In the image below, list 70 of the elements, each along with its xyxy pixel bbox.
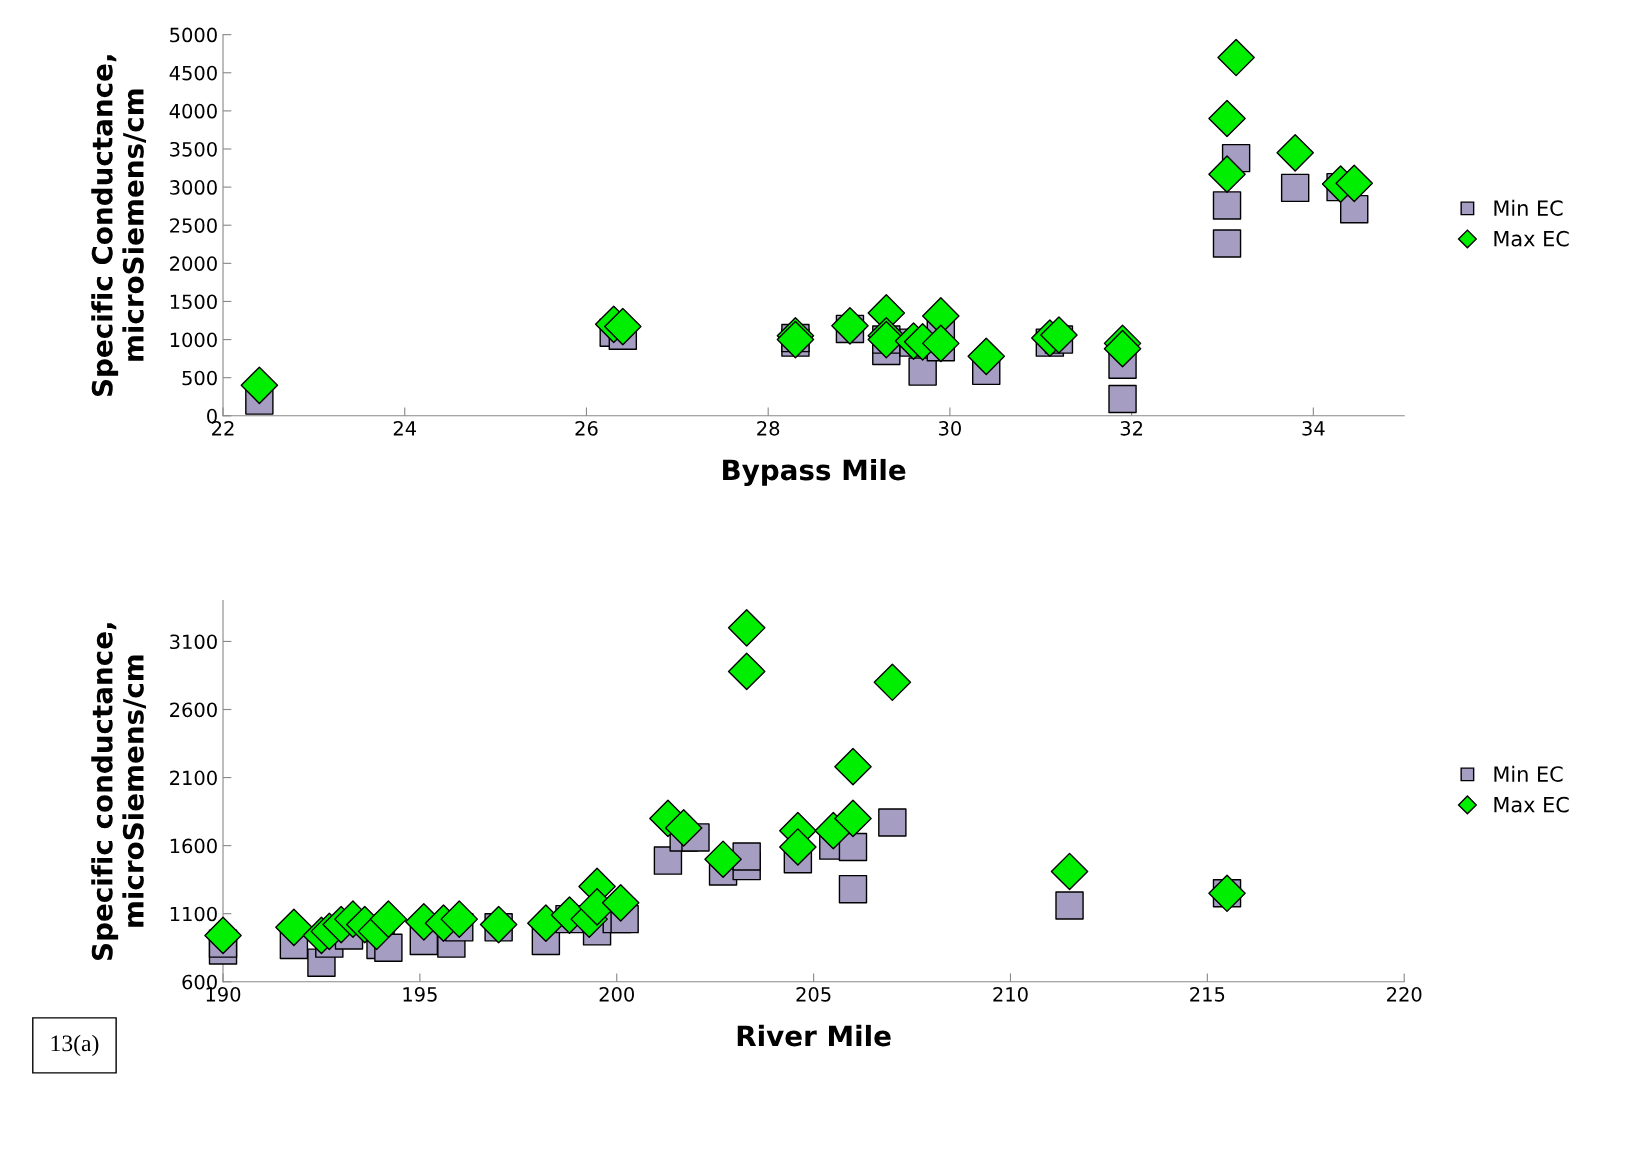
x-tick-label: 30 <box>939 421 961 436</box>
y-tick-label: 2600 <box>170 702 217 718</box>
point <box>727 652 766 691</box>
y-tick-label: 1000 <box>170 332 217 348</box>
x-axis-title: River Mile <box>737 1024 891 1047</box>
point <box>878 808 907 837</box>
y-tick-label: 5000 <box>170 27 217 43</box>
point <box>1217 38 1255 77</box>
point <box>704 840 742 879</box>
point <box>664 809 703 847</box>
y-tick-label: 4500 <box>169 65 217 81</box>
y-tick-label: 1500 <box>170 294 217 310</box>
point <box>604 307 642 346</box>
point <box>873 663 912 702</box>
y-tick-label: 2100 <box>170 770 217 786</box>
point <box>440 900 479 938</box>
point <box>1212 191 1242 220</box>
point <box>1108 384 1137 414</box>
y-tick-label: 4000 <box>169 103 217 119</box>
point <box>1335 164 1374 203</box>
point <box>1212 229 1242 258</box>
x-tick-label: 34 <box>1302 421 1325 436</box>
point <box>922 324 960 363</box>
y-tick-label: 3500 <box>170 141 217 157</box>
point <box>1055 891 1084 920</box>
x-tick-label: 210 <box>993 986 1028 1002</box>
legend-label: Min EC <box>1494 199 1563 216</box>
y-tick-label: 500 <box>182 370 217 386</box>
x-tick-label: 24 <box>393 421 417 436</box>
y-axis-title: Specific conductance, microSiemens/cm <box>91 623 147 960</box>
x-tick-label: 205 <box>796 986 831 1002</box>
point <box>834 799 872 838</box>
point <box>1208 99 1246 138</box>
x-axis-title: Bypass Mile <box>723 458 906 487</box>
point <box>240 366 279 405</box>
legend-label: Max EC <box>1494 230 1569 247</box>
y-tick-label: 2000 <box>170 256 217 271</box>
point <box>1280 173 1310 203</box>
legend-label: Max EC <box>1494 796 1569 813</box>
x-tick-label: 220 <box>1387 986 1422 1002</box>
point <box>727 609 766 647</box>
y-tick-label: 2500 <box>170 218 217 233</box>
point <box>527 904 565 943</box>
point <box>779 828 817 866</box>
point <box>275 908 313 947</box>
x-tick-label: 32 <box>1120 421 1143 436</box>
point <box>1050 852 1089 891</box>
point <box>369 900 408 938</box>
y-tick-label: 3000 <box>170 180 217 195</box>
x-tick-label: 28 <box>757 421 780 436</box>
point <box>1208 155 1246 193</box>
x-tick-label: 215 <box>1190 986 1225 1002</box>
y-axis-title: Specific Conductance, microSiemens/cm <box>91 55 147 396</box>
point <box>653 846 683 875</box>
x-tick-label: 26 <box>575 421 598 436</box>
point <box>967 337 1006 376</box>
point <box>601 883 640 922</box>
point <box>479 905 518 944</box>
text: 13(a) <box>51 1034 99 1057</box>
x-tick-label: 195 <box>403 986 437 1002</box>
legend-label: Min EC <box>1494 765 1563 782</box>
point <box>838 874 868 904</box>
point <box>834 747 872 786</box>
y-tick-label: 3100 <box>170 634 217 650</box>
point <box>1276 134 1314 172</box>
x-tick-label: 200 <box>599 986 635 1002</box>
point <box>831 307 869 345</box>
y-tick-label: 1600 <box>170 838 217 854</box>
y-tick-label: 1100 <box>170 906 217 922</box>
point <box>908 357 937 386</box>
